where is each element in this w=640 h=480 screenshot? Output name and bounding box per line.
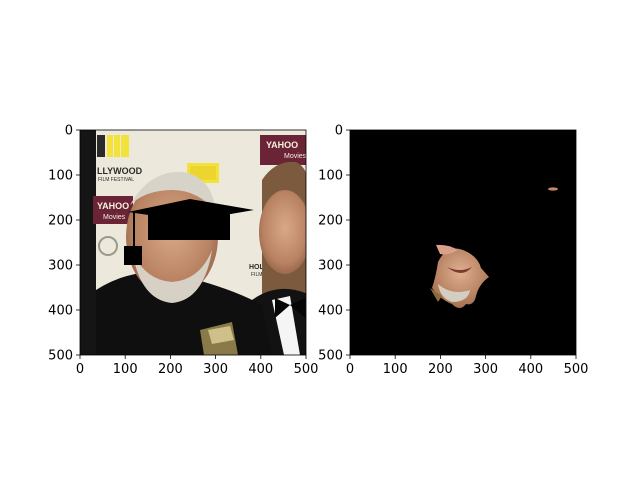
left-ytick-label: 300 (48, 259, 73, 274)
left-xtick-label: 300 (203, 362, 228, 377)
right-ytick-label: 300 (318, 259, 343, 274)
backdrop-logos: YAHOO Movies LLYWOOD FILM FESTIVAL YAHOO… (93, 135, 307, 278)
right-ytick-label: 400 (318, 304, 343, 319)
llywood-text: LLYWOOD (97, 166, 143, 176)
left-axes-frame (79, 129, 307, 356)
right-image-panel (350, 130, 576, 355)
festival-text: FILM FESTIVAL (98, 177, 134, 183)
right-ytick-label: 100 (318, 169, 343, 184)
left-xtick-label: 500 (294, 362, 319, 377)
left-dark-border (80, 130, 96, 355)
left-ytick-label: 200 (48, 214, 73, 229)
right-ytick-label: 0 (335, 124, 343, 139)
yahoo-text-top: YAHOO (266, 140, 298, 150)
left-ytick-label: 400 (48, 304, 73, 319)
film-fe-text: FILM FE (251, 272, 271, 278)
graduation-cap-overlay (124, 199, 254, 265)
left-xtick-label: 100 (113, 362, 138, 377)
left-ytick-label: 0 (65, 124, 73, 139)
right-xtick-label: 0 (346, 362, 354, 377)
round-emblem (98, 236, 118, 256)
right-ytick-label: 500 (318, 349, 343, 364)
right-xtick-label: 300 (473, 362, 498, 377)
right-ytick-label: 200 (318, 214, 343, 229)
yahoo-logo-top (260, 135, 306, 165)
movies-text-top: Movies (284, 153, 307, 160)
movies-text-mid: Movies (103, 214, 126, 221)
right-axes-frame (349, 129, 577, 356)
right-xtick-label: 500 (564, 362, 589, 377)
left-ytick-label: 500 (48, 349, 73, 364)
left-xtick-label: 200 (158, 362, 183, 377)
mask-background (350, 130, 576, 355)
right-xtick-label: 400 (518, 362, 543, 377)
left-image-panel: YAHOO Movies LLYWOOD FILM FESTIVAL YAHOO… (80, 130, 307, 355)
left-xtick-label: 400 (248, 362, 273, 377)
right-xtick-label: 100 (383, 362, 408, 377)
yahoo-text-mid: YAHOO (97, 201, 129, 211)
left-xtick-label: 0 (76, 362, 84, 377)
right-xtick-label: 200 (428, 362, 453, 377)
small-mask-speck (548, 187, 558, 191)
left-ytick-label: 100 (48, 169, 73, 184)
yahoo-logo-mid (93, 196, 133, 224)
